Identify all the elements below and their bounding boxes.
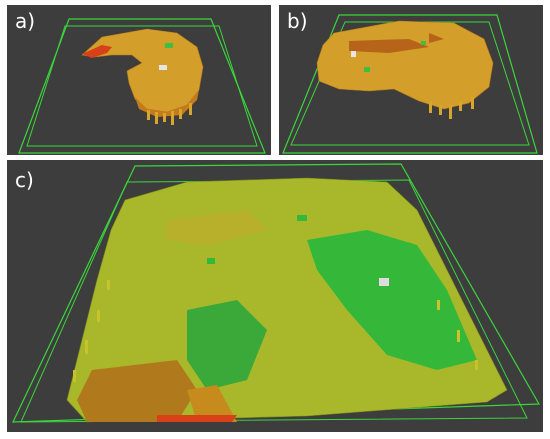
panel-label-a: a) — [15, 9, 36, 33]
map-panel-a: a) — [7, 5, 271, 155]
bounding-box-frame — [12, 163, 541, 423]
map-panel-c: c) — [7, 160, 543, 432]
occupancy-map-c — [12, 163, 541, 423]
occupancy-map-b — [282, 14, 538, 154]
map-blocks — [316, 20, 494, 110]
dropoff-columns — [147, 103, 192, 125]
map-panel-b: b) — [279, 5, 543, 155]
map-surface — [66, 177, 508, 423]
bounding-box-frame — [282, 14, 538, 154]
edge-columns — [73, 280, 478, 382]
bounding-box-frame — [18, 18, 266, 154]
bounding-box-frame-inner — [290, 21, 530, 146]
bounding-box-frame-inner — [26, 25, 258, 147]
occupancy-map-a — [18, 18, 266, 154]
dropoff-columns — [429, 97, 474, 119]
map-blocks — [81, 28, 204, 117]
panel-label-c: c) — [15, 168, 34, 192]
panel-label-b: b) — [287, 9, 308, 33]
